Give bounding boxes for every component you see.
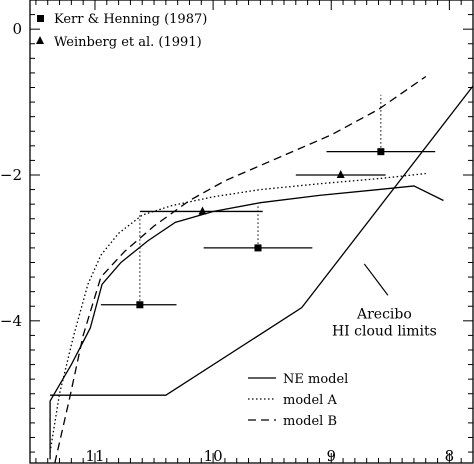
legend-label-ne-model: NE model [283, 372, 348, 387]
axis-ticks [30, 0, 473, 463]
series-line-arecibo-hi-cloud-limits [50, 85, 474, 396]
x-tick-label: 10 [204, 447, 223, 464]
data-points [100, 148, 436, 309]
legend-square-marker [37, 15, 44, 22]
legend-lines: NE model model A model B [248, 372, 348, 429]
annotations: Arecibo HI cloud limits [332, 263, 437, 339]
square-point [254, 244, 262, 252]
plot-frame [29, 0, 474, 464]
series-line-ne-model [49, 185, 444, 460]
y-tick-label: 0 [12, 20, 22, 38]
triangle-point [336, 169, 345, 178]
y-tick-label: −2 [0, 166, 22, 184]
legend-label-weinberg: Weinberg et al. (1991) [54, 35, 202, 50]
square-point [136, 301, 144, 309]
legend-triangle-marker [36, 36, 44, 44]
legend-label-model-a: model A [283, 393, 337, 408]
square-point [377, 148, 385, 156]
model-lines [49, 76, 474, 464]
x-tick-label: 8 [445, 447, 455, 464]
legend-label-model-b: model B [283, 414, 337, 429]
triangle-point [198, 206, 207, 215]
series-line-model-b [54, 76, 427, 464]
x-tick-label: 9 [326, 447, 336, 464]
axis-tick-labels: 11 10 9 8 0 −2 −4 [0, 20, 454, 464]
x-tick-label: 11 [85, 447, 104, 464]
annotation-arecibo: Arecibo [356, 307, 412, 323]
annotation-pointer [363, 263, 389, 296]
legend-label-kerr-henning: Kerr & Henning (1987) [54, 12, 207, 27]
annotation-hi-cloud-limits: HI cloud limits [332, 323, 437, 339]
connector-lines [139, 94, 382, 305]
y-tick-label: −4 [0, 312, 22, 330]
legend-points: Kerr & Henning (1987) Weinberg et al. (1… [36, 12, 207, 50]
